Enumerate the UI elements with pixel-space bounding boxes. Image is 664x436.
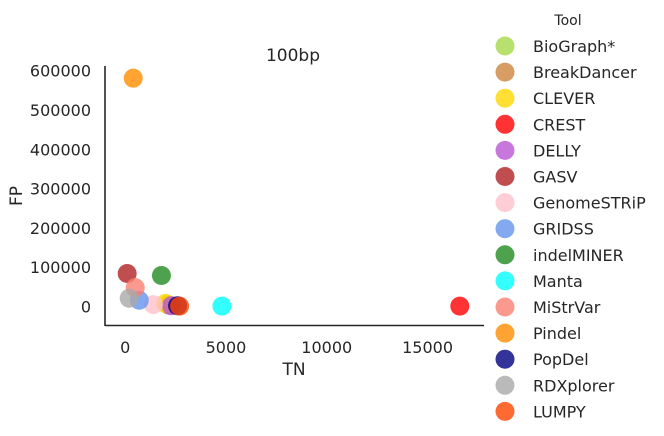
x-tick-labels: 0 5000 10000 15000 (120, 338, 453, 357)
legend: Tool BioGraph* BreakDancer CLEVER CREST DELL… (495, 13, 646, 421)
data-point-manta (212, 296, 232, 316)
legend-marker (495, 88, 515, 108)
y-tick-label: 400000 (30, 140, 91, 159)
legend-label: MiStrVar (533, 298, 601, 317)
legend-label: RDXplorer (533, 376, 615, 395)
y-tick-labels: 0 100000 200000 300000 400000 500000 600000 (30, 62, 91, 317)
x-tick-label: 15000 (402, 338, 453, 357)
legend-label: CREST (533, 115, 586, 134)
legend-marker (495, 62, 515, 82)
legend-label: indelMINER (533, 246, 624, 265)
legend-marker (495, 401, 515, 421)
x-tick-label: 5000 (206, 338, 247, 357)
legend-label: GenomeSTRiP (533, 194, 646, 213)
legend-marker (495, 297, 515, 317)
chart-title: 100bp (266, 46, 320, 66)
legend-marker (495, 114, 515, 134)
y-tick-label: 300000 (30, 180, 91, 199)
legend-label: GRIDSS (533, 220, 594, 239)
legend-marker (495, 36, 515, 56)
data-point-rdxplorer (119, 288, 139, 308)
legend-label: BreakDancer (533, 63, 637, 82)
x-axis-label: TN (281, 360, 305, 380)
legend-label: LUMPY (533, 402, 586, 421)
data-point-lumpy (170, 296, 190, 316)
plot-area (117, 68, 470, 316)
y-tick-label: 100000 (30, 258, 91, 277)
data-point-indelminer (151, 265, 171, 285)
data-point-gasv (117, 264, 137, 284)
data-point-pindel (123, 68, 143, 88)
y-axis-label: FP (7, 186, 27, 206)
legend-label: PopDel (533, 350, 589, 369)
legend-marker (495, 140, 515, 160)
x-tick-label: 0 (120, 338, 130, 357)
x-tick-label: 10000 (301, 338, 352, 357)
legend-label: Pindel (533, 324, 581, 343)
legend-marker (495, 245, 515, 265)
y-tick-label: 500000 (30, 101, 91, 120)
legend-marker (495, 219, 515, 239)
y-tick-label: 200000 (30, 219, 91, 238)
legend-marker (495, 193, 515, 213)
legend-label: DELLY (533, 141, 581, 160)
legend-marker (495, 167, 515, 186)
legend-label: BioGraph* (533, 37, 615, 56)
legend-marker (495, 375, 515, 395)
y-tick-label: 0 (81, 298, 91, 317)
legend-marker (495, 323, 515, 343)
data-point-crest (450, 296, 470, 316)
legend-title: Tool (553, 13, 581, 29)
legend-label: GASV (533, 168, 578, 187)
legend-marker (495, 271, 515, 291)
legend-label: CLEVER (533, 89, 595, 108)
legend-label: Manta (533, 272, 583, 291)
y-tick-label: 600000 (30, 62, 91, 81)
legend-marker (495, 349, 515, 369)
